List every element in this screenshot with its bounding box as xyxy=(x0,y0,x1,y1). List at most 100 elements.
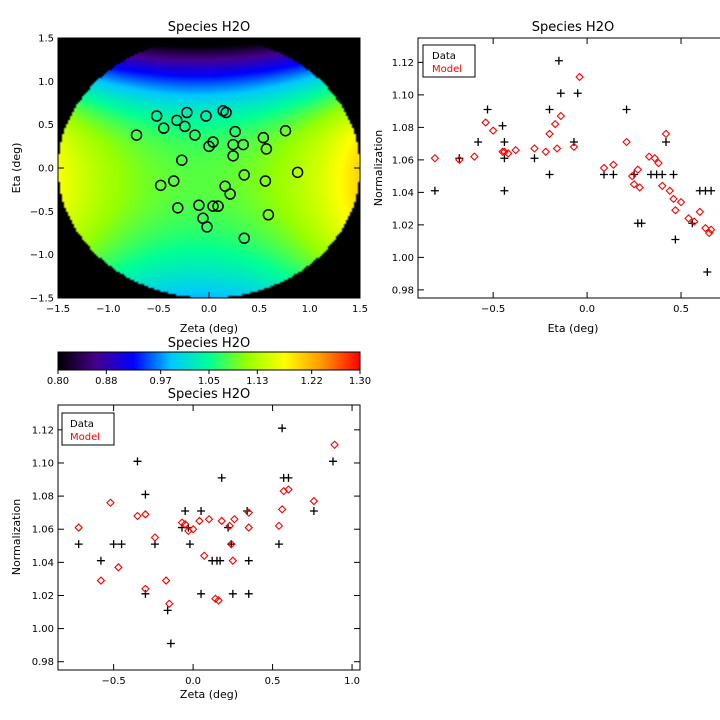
data-point xyxy=(483,105,492,114)
data-point xyxy=(117,540,126,549)
model-point xyxy=(106,498,115,507)
model-point xyxy=(141,510,150,519)
x-tick-label: −0.5 xyxy=(147,304,171,315)
x-tick-label: 0.5 xyxy=(251,304,267,315)
star-marker xyxy=(189,129,201,141)
model-point xyxy=(569,142,579,152)
x-tick-label: −1.5 xyxy=(46,304,70,315)
colorbar-ticks: 0.80 0.88 0.97 1.05 1.13 1.22 1.30 xyxy=(47,370,371,387)
y-tick-label: 0.0 xyxy=(38,164,54,175)
star-marker xyxy=(259,175,272,187)
data-point xyxy=(455,154,464,163)
star-marker xyxy=(291,166,304,179)
colorbar-title: Species H2O xyxy=(168,336,250,351)
model-point xyxy=(684,214,693,223)
data-point xyxy=(96,556,105,565)
y-tick-label: 1.08 xyxy=(392,123,414,134)
zeta-legend: Data Model xyxy=(61,412,115,446)
model-point xyxy=(230,515,239,524)
data-point xyxy=(197,507,206,515)
y-tick-label: 1.04 xyxy=(32,558,54,569)
colorbar-panel: Species H2O 0.80 0.88 0.97 1.05 1.13 1.22 1.30 xyxy=(47,336,371,387)
colorbar-tick-label: 1.05 xyxy=(198,376,220,387)
map-xlabel: Zeta (deg) xyxy=(180,322,238,335)
model-point xyxy=(552,144,562,153)
data-point xyxy=(244,589,253,598)
model-point xyxy=(455,155,464,165)
data-point xyxy=(228,589,237,598)
star-marker xyxy=(257,131,270,144)
colorbar-tick-label: 0.88 xyxy=(95,376,117,387)
data-point xyxy=(74,540,83,549)
y-tick-label: 0.5 xyxy=(38,120,54,131)
model-point xyxy=(633,165,643,174)
y-tick-label: −1.0 xyxy=(30,250,54,261)
colorbar-tick-label: 1.22 xyxy=(301,376,323,387)
y-tick-label: 1.08 xyxy=(32,492,54,503)
data-point xyxy=(309,507,318,515)
x-tick-label: −0.5 xyxy=(481,304,505,315)
eta-frame xyxy=(417,37,720,299)
star-marker xyxy=(224,188,236,200)
model-point xyxy=(74,523,83,532)
data-point xyxy=(530,154,539,163)
eta-legend-model: Model xyxy=(432,64,462,75)
model-point xyxy=(661,129,671,139)
eta-title: Species H2O xyxy=(532,20,614,35)
model-point xyxy=(188,524,198,534)
data-point xyxy=(669,170,678,179)
zeta-axes: −0.5 0.0 0.5 1.0 0.98 1.00 1.02 1.04 1.06 1.08 1.1… xyxy=(32,405,360,687)
y-tick-label: 1.12 xyxy=(392,58,414,69)
star-marker xyxy=(219,180,231,192)
model-point xyxy=(550,119,560,129)
star-marker xyxy=(172,202,184,214)
data-point xyxy=(227,540,236,549)
data-point xyxy=(556,89,565,98)
eta-legend: Data Model xyxy=(422,44,476,78)
zeta-legend-data: Data xyxy=(70,419,94,430)
x-tick-label: 0.5 xyxy=(265,676,281,687)
data-point xyxy=(284,473,293,482)
map-ylabel: Eta (deg) xyxy=(10,143,23,194)
model-point xyxy=(204,515,214,524)
data-point xyxy=(637,219,646,228)
model-point xyxy=(650,153,660,163)
star-marker xyxy=(220,106,232,119)
model-point xyxy=(150,533,160,542)
model-point xyxy=(541,147,551,157)
y-tick-label: 1.02 xyxy=(32,591,54,602)
model-point xyxy=(657,181,667,191)
y-tick-label: 1.0 xyxy=(38,77,54,88)
data-point xyxy=(703,268,712,276)
model-point xyxy=(217,516,226,526)
star-marker xyxy=(227,138,239,151)
model-point xyxy=(498,147,507,157)
star-marker xyxy=(212,200,224,212)
model-point xyxy=(430,153,440,163)
zeta-frame xyxy=(57,404,361,671)
model-point xyxy=(244,523,254,532)
data-point xyxy=(185,540,194,549)
x-tick-label: 0.0 xyxy=(201,304,217,315)
star-marker xyxy=(154,179,167,192)
data-point xyxy=(671,235,680,244)
zeta-title: Species H2O xyxy=(168,387,250,402)
eta-xlabel: Eta (deg) xyxy=(548,322,599,335)
model-point xyxy=(277,505,287,514)
model-point xyxy=(503,149,513,158)
x-tick-label: −1.0 xyxy=(96,304,120,315)
star-marker xyxy=(238,232,250,244)
star-marker xyxy=(229,125,241,138)
data-point xyxy=(217,473,226,482)
data-point xyxy=(244,556,253,565)
data-point xyxy=(133,457,142,466)
model-point xyxy=(629,179,639,189)
data-point xyxy=(197,589,206,598)
zeta-legend-model: Model xyxy=(70,432,100,443)
model-point xyxy=(244,508,254,517)
star-marker xyxy=(168,175,180,187)
star-marker xyxy=(179,120,191,133)
model-point xyxy=(695,207,705,217)
model-point xyxy=(226,539,236,549)
